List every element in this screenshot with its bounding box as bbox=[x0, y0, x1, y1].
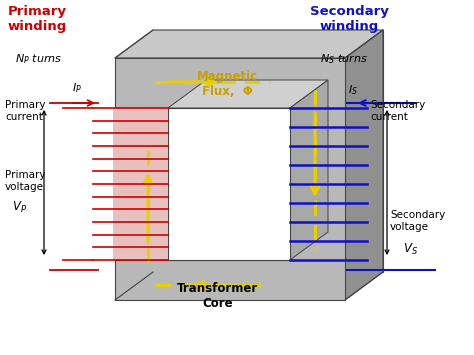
Text: Primary
voltage: Primary voltage bbox=[5, 170, 46, 192]
Text: Primary
winding: Primary winding bbox=[8, 5, 67, 33]
Text: Transformer
Core: Transformer Core bbox=[177, 282, 259, 310]
Polygon shape bbox=[290, 108, 345, 260]
Text: $I_P$: $I_P$ bbox=[72, 81, 82, 95]
Polygon shape bbox=[115, 30, 383, 58]
Polygon shape bbox=[115, 108, 168, 260]
Text: Secondary
voltage: Secondary voltage bbox=[390, 210, 445, 231]
Text: Primary
current: Primary current bbox=[5, 100, 46, 122]
Polygon shape bbox=[115, 260, 345, 300]
Text: $N_P$ turns: $N_P$ turns bbox=[15, 52, 63, 66]
Text: Secondary
winding: Secondary winding bbox=[310, 5, 389, 33]
Text: $V_P$: $V_P$ bbox=[12, 200, 27, 215]
Text: $I_S$: $I_S$ bbox=[348, 83, 358, 97]
Polygon shape bbox=[153, 30, 383, 272]
Text: Magnetic
Flux,  Φ: Magnetic Flux, Φ bbox=[196, 70, 257, 98]
Polygon shape bbox=[168, 80, 328, 108]
Polygon shape bbox=[345, 30, 383, 300]
Polygon shape bbox=[168, 108, 290, 260]
Text: $N_S$ turns: $N_S$ turns bbox=[320, 52, 368, 66]
Polygon shape bbox=[113, 108, 168, 260]
Polygon shape bbox=[290, 80, 328, 260]
Text: Secondary
current: Secondary current bbox=[370, 100, 425, 122]
Polygon shape bbox=[115, 58, 345, 108]
Text: $V_S$: $V_S$ bbox=[403, 242, 418, 257]
